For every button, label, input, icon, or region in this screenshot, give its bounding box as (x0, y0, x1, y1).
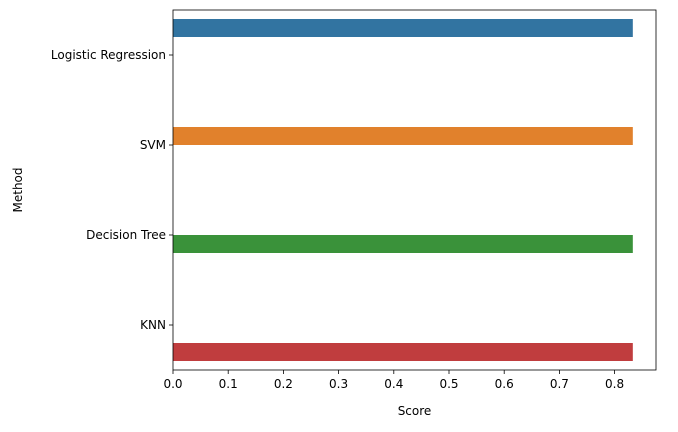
y-tick-label: SVM (140, 138, 166, 152)
x-tick-label: 0.2 (274, 377, 293, 391)
y-axis-label: Method (11, 167, 25, 212)
y-tick-label: Logistic Regression (51, 48, 166, 62)
y-tick-label: Decision Tree (86, 228, 166, 242)
x-ticks-group: 0.0 0.1 0.2 0.3 0.4 0.5 0.6 0.7 0.8 (163, 370, 624, 391)
x-tick-label: 0.4 (384, 377, 403, 391)
x-tick-label: 0.3 (329, 377, 348, 391)
x-axis-label: Score (398, 404, 432, 418)
x-tick-label: 0.5 (439, 377, 458, 391)
bar-svm (173, 127, 633, 145)
x-tick-label: 0.8 (605, 377, 624, 391)
bars-group (173, 19, 633, 361)
x-tick-label: 0.6 (495, 377, 514, 391)
x-tick-label: 0.7 (550, 377, 569, 391)
y-ticks-group: Logistic Regression SVM Decision Tree KNN (51, 48, 173, 332)
x-tick-label: 0.1 (219, 377, 238, 391)
x-tick-label: 0.0 (163, 377, 182, 391)
y-tick-label: KNN (140, 318, 166, 332)
plot-frame (172, 9, 657, 371)
bar-decision-tree (173, 235, 633, 253)
bar-logistic-regression (173, 19, 633, 37)
bar-knn (173, 343, 633, 361)
